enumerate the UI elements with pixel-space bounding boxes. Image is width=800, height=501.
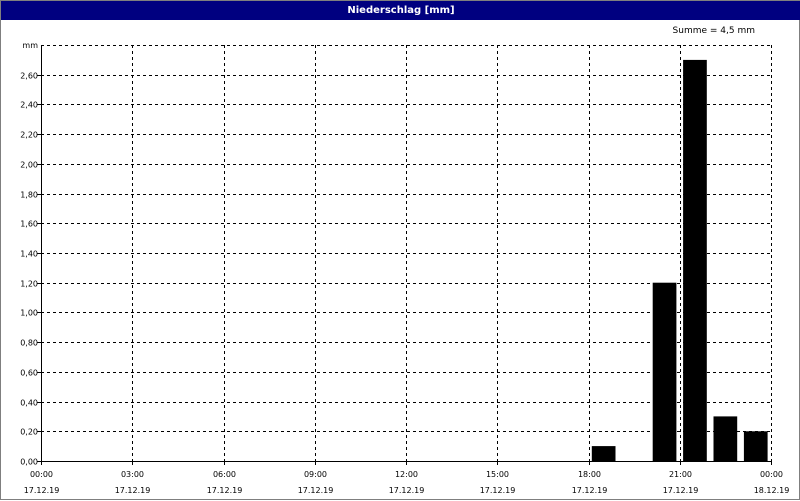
x-tick-time-label: 06:00 <box>213 470 236 479</box>
x-tick-date-label: 18.12.19 <box>754 486 790 495</box>
y-tick-label: 1,20 <box>20 280 38 289</box>
bar <box>683 59 707 462</box>
y-tick-label: 0,80 <box>20 339 38 348</box>
y-tick-label: 0,20 <box>20 428 38 437</box>
y-tick-label: 1,80 <box>20 191 38 200</box>
y-tick-label: 0,60 <box>20 369 38 378</box>
x-tick-time-label: 03:00 <box>121 470 144 479</box>
y-tick-label: 0,40 <box>20 399 38 408</box>
window-title: Niederschlag [mm] <box>1 1 800 20</box>
x-tick-time-label: 00:00 <box>30 470 53 479</box>
x-tick-date-label: 17.12.19 <box>115 486 151 495</box>
y-tick-label: 1,60 <box>20 220 38 229</box>
y-tick-label: 1,40 <box>20 250 38 259</box>
y-tick-label: 0,00 <box>20 458 38 467</box>
y-tick-label: 1,00 <box>20 309 38 318</box>
x-tick-time-label: 00:00 <box>760 470 783 479</box>
y-tick-label: 2,40 <box>20 101 38 110</box>
y-tick-label: 2,20 <box>20 131 38 140</box>
x-tick-date-label: 17.12.19 <box>572 486 608 495</box>
x-tick-time-label: 18:00 <box>578 470 601 479</box>
x-tick-time-label: 15:00 <box>486 470 509 479</box>
x-tick-time-label: 21:00 <box>669 470 692 479</box>
x-tick-date-label: 17.12.19 <box>24 486 60 495</box>
bar <box>591 446 616 461</box>
x-tick-date-label: 17.12.19 <box>663 486 699 495</box>
x-tick-time-label: 12:00 <box>395 470 418 479</box>
x-tick-date-label: 17.12.19 <box>298 486 334 495</box>
bar <box>743 431 768 461</box>
x-tick-date-label: 17.12.19 <box>389 486 425 495</box>
x-tick-time-label: 09:00 <box>304 470 327 479</box>
x-tick-date-label: 17.12.19 <box>480 486 516 495</box>
bar <box>713 416 738 461</box>
x-tick-date-label: 17.12.19 <box>207 486 243 495</box>
sum-label: Summe = 4,5 mm <box>672 26 755 36</box>
y-axis-label: mm <box>22 41 38 50</box>
y-tick-label: 2,00 <box>20 161 38 170</box>
y-tick-label: 2,60 <box>20 72 38 81</box>
bar <box>652 282 677 461</box>
